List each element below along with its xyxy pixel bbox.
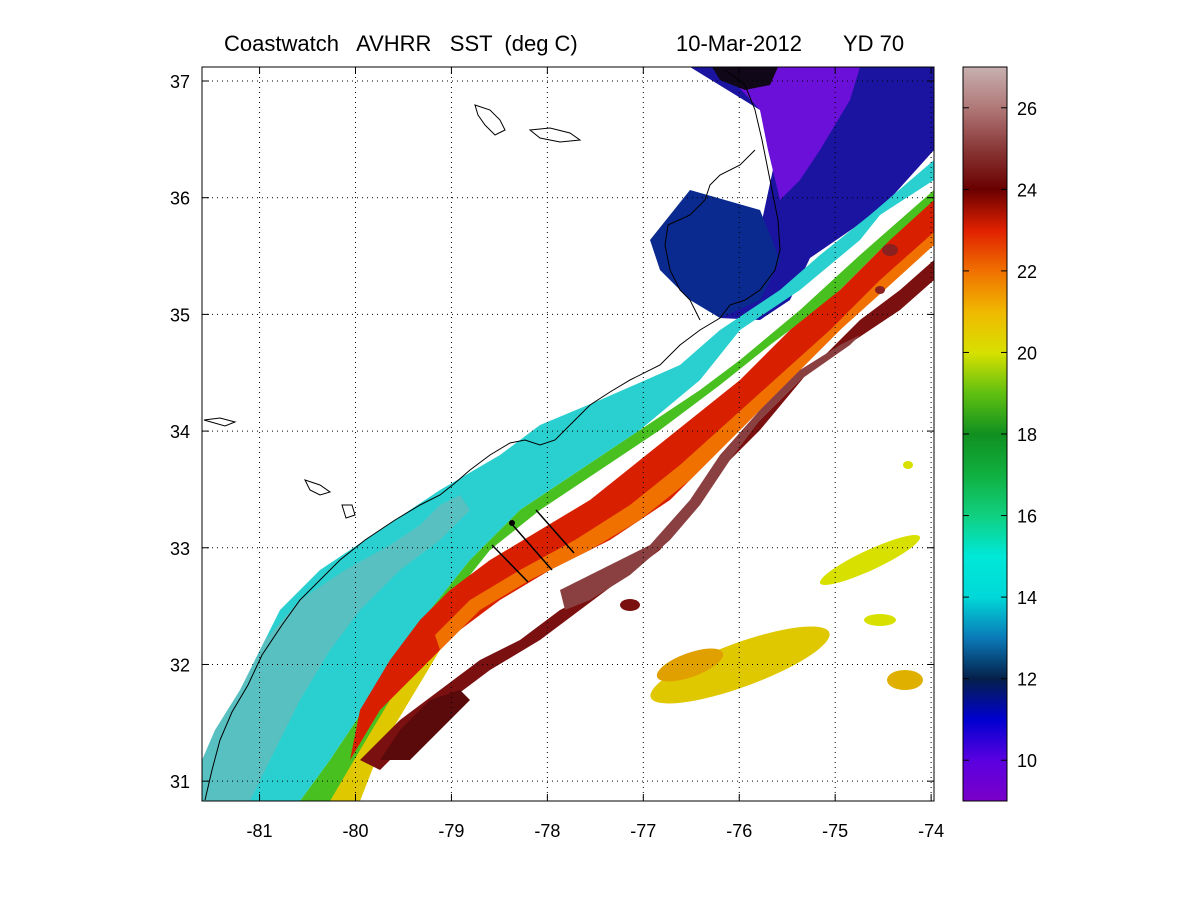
colorbar-ticks: 10 12 14 16 18 20 22 24 26 xyxy=(963,99,1037,771)
x-tick-label: -75 xyxy=(822,821,848,841)
sst-shelf-cyan xyxy=(202,160,934,801)
x-tick-label: -80 xyxy=(342,821,368,841)
colorbar-ramp xyxy=(963,67,1007,801)
colorbar-tick-label: 14 xyxy=(1017,588,1037,608)
offshore-patches xyxy=(620,244,923,704)
x-tick-label: -76 xyxy=(726,821,752,841)
y-tick-label: 31 xyxy=(170,772,190,792)
sst-gulf-stream-red xyxy=(350,200,934,760)
colorbar-tick-label: 22 xyxy=(1017,262,1037,282)
y-axis-ticks: 31 32 33 34 35 36 37 xyxy=(170,72,934,792)
colorbar-tick-label: 26 xyxy=(1017,99,1037,119)
x-tick-label: -78 xyxy=(534,821,560,841)
x-tick-label: -74 xyxy=(918,821,944,841)
inland-lake-1 xyxy=(474,104,506,136)
x-tick-label: -79 xyxy=(438,821,464,841)
y-tick-label: 32 xyxy=(170,655,190,675)
sst-purple-north xyxy=(720,67,860,200)
sst-field xyxy=(202,67,934,801)
y-tick-label: 37 xyxy=(170,72,190,92)
colorbar-tick-label: 24 xyxy=(1017,180,1037,200)
sst-gulf-stream-darkbrown xyxy=(380,690,470,760)
inland-lake-3 xyxy=(304,479,332,496)
y-tick-label: 35 xyxy=(170,305,190,325)
colorbar-tick-label: 10 xyxy=(1017,751,1037,771)
inland-lake-5 xyxy=(203,417,237,427)
title-product: Coastwatch AVHRR SST (deg C) xyxy=(224,31,578,56)
grid-lines xyxy=(202,67,934,801)
y-tick-label: 33 xyxy=(170,539,190,559)
sst-green-front xyxy=(300,190,934,801)
colorbar: 10 12 14 16 18 20 22 24 26 xyxy=(962,66,1037,802)
colorbar-tick-label: 20 xyxy=(1017,343,1037,363)
y-tick-label: 36 xyxy=(170,189,190,209)
colorbar-tick-label: 12 xyxy=(1017,670,1037,690)
x-axis-ticks: -81 -80 -79 -78 -77 -76 -75 -74 xyxy=(247,67,944,841)
colorbar-tick-label: 18 xyxy=(1017,425,1037,445)
sound-water xyxy=(650,190,780,318)
x-tick-label: -77 xyxy=(630,821,656,841)
x-tick-label: -81 xyxy=(247,821,273,841)
y-tick-label: 34 xyxy=(170,422,190,442)
sst-shelf-teal xyxy=(202,495,470,801)
map-panel: -81 -80 -79 -78 -77 -76 -75 -74 31 32 33 34 35 36 37 xyxy=(170,66,944,841)
sst-gulf-stream-brown xyxy=(560,335,860,610)
map-frame xyxy=(201,66,935,802)
title-date: 10-Mar-2012 xyxy=(676,31,802,56)
inland-lake-4 xyxy=(341,504,356,519)
title-yearday: YD 70 xyxy=(843,31,904,56)
colorbar-tick-label: 16 xyxy=(1017,507,1037,527)
transect-lines xyxy=(491,509,575,583)
pamlico-sound-outline xyxy=(664,149,756,321)
inland-lake-2 xyxy=(528,127,582,143)
